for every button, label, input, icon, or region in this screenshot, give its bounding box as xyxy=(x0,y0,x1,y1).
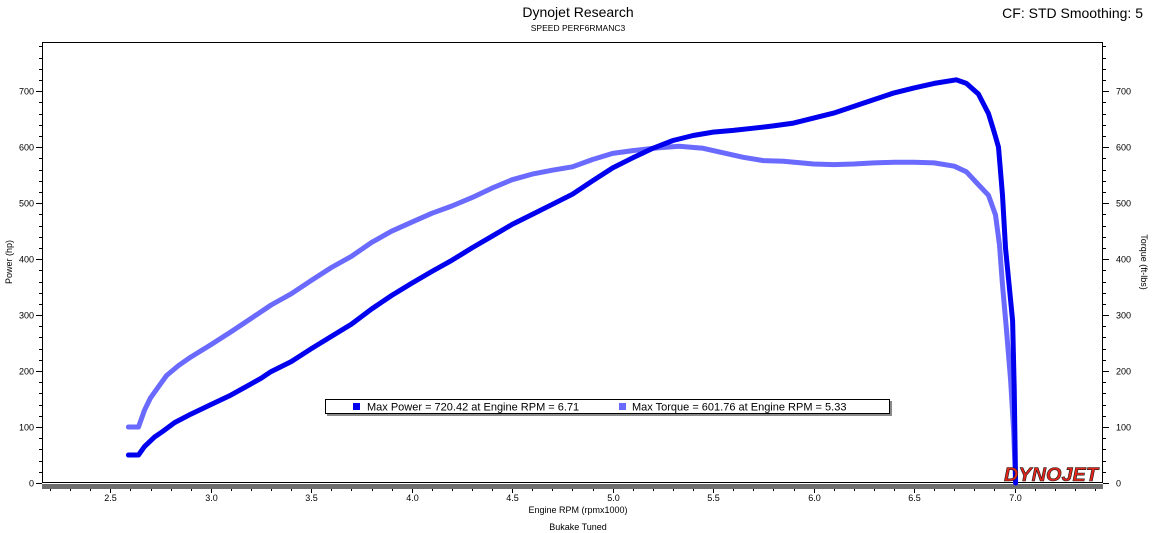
legend-entry-power: Max Power = 720.42 at Engine RPM = 6.71 xyxy=(367,402,579,414)
legend-swatch-power xyxy=(353,403,360,410)
y-axis-label: Power (hp) xyxy=(4,240,14,284)
chart-title: Dynojet Research xyxy=(522,4,633,20)
legend: Max Power = 720.42 at Engine RPM = 6.71 … xyxy=(325,399,892,416)
y-tick-label: 500 xyxy=(19,199,34,209)
axes: 0 100 200 300 400 500 600 700 0 100 200 300 400 500 60… xyxy=(19,46,1131,503)
y-tick-label: 0 xyxy=(29,479,34,489)
y2-tick-label: 400 xyxy=(1116,255,1131,265)
y-tick-label: 300 xyxy=(19,311,34,321)
series-layer xyxy=(125,77,1019,486)
legend-entry-torque: Max Torque = 601.76 at Engine RPM = 5.33 xyxy=(632,402,846,414)
x-axis-label: Engine RPM (rpmx1000) xyxy=(528,505,627,515)
x-tick-label: 5.5 xyxy=(707,493,720,503)
x-axis-band xyxy=(42,484,1103,489)
dynojet-logo: DYNOJET xyxy=(1004,465,1099,486)
power-series-line xyxy=(125,77,1019,486)
y2-tick-label: 500 xyxy=(1116,199,1131,209)
x-tick-label: 3.5 xyxy=(305,493,318,503)
y-tick-label: 600 xyxy=(19,143,34,153)
y2-tick-label: 700 xyxy=(1116,87,1131,97)
legend-box xyxy=(325,399,890,414)
y2-tick-label: 100 xyxy=(1116,423,1131,433)
x-tick-label: 6.5 xyxy=(908,493,921,503)
y-tick-label: 700 xyxy=(19,87,34,97)
y2-tick-label: 200 xyxy=(1116,367,1131,377)
chart-caption: Bukake Tuned xyxy=(549,522,607,532)
x-tick-label: 5.0 xyxy=(607,493,620,503)
chart-subtitle: SPEED PERF6RMANC3 xyxy=(531,23,626,33)
y-tick-label: 400 xyxy=(19,255,34,265)
y-tick-label: 200 xyxy=(19,367,34,377)
y2-tick-label: 300 xyxy=(1116,311,1131,321)
x-tick-label: 4.5 xyxy=(506,493,519,503)
legend-swatch-torque xyxy=(619,403,626,410)
x-tick-label: 6.0 xyxy=(808,493,821,503)
x-tick-label: 3.0 xyxy=(205,493,218,503)
torque-series-line xyxy=(125,143,1019,486)
x-tick-label: 2.5 xyxy=(104,493,117,503)
y2-axis-label: Torque (ft-lbs) xyxy=(1139,234,1149,290)
y2-tick-label: 600 xyxy=(1116,143,1131,153)
y2-tick-label: 0 xyxy=(1116,479,1121,489)
plot-area xyxy=(42,42,1103,483)
x-tick-label: 4.0 xyxy=(406,493,419,503)
x-tick-label: 7.0 xyxy=(1009,493,1022,503)
correction-annotation: CF: STD Smoothing: 5 xyxy=(1002,5,1143,21)
y-tick-label: 100 xyxy=(19,423,34,433)
